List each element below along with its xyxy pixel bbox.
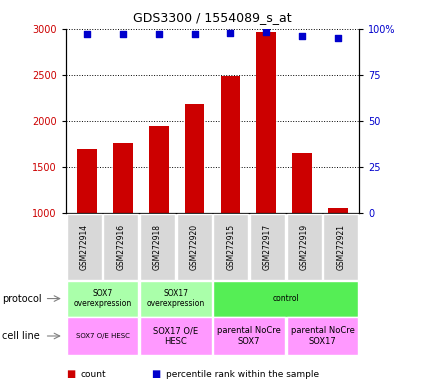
Text: percentile rank within the sample: percentile rank within the sample xyxy=(166,370,319,379)
Text: SOX7 O/E HESC: SOX7 O/E HESC xyxy=(76,333,130,339)
Text: ■: ■ xyxy=(66,369,75,379)
Text: SOX17
overexpression: SOX17 overexpression xyxy=(147,289,205,308)
Text: parental NoCre
SOX17: parental NoCre SOX17 xyxy=(291,326,354,346)
Point xyxy=(263,30,269,36)
Text: GSM272921: GSM272921 xyxy=(336,224,345,270)
Point xyxy=(298,33,305,39)
Bar xyxy=(328,208,348,213)
Text: SOX17 O/E
HESC: SOX17 O/E HESC xyxy=(153,326,198,346)
Text: control: control xyxy=(272,294,299,303)
Bar xyxy=(149,126,169,213)
Point xyxy=(227,30,234,36)
Text: GSM272918: GSM272918 xyxy=(153,224,162,270)
Text: GSM272915: GSM272915 xyxy=(227,223,235,270)
Bar xyxy=(185,104,204,213)
Bar xyxy=(113,143,133,213)
Bar xyxy=(256,33,276,213)
Point xyxy=(191,31,198,37)
Text: cell line: cell line xyxy=(2,331,40,341)
Point xyxy=(84,31,91,37)
Bar xyxy=(221,76,240,213)
Text: GDS3300 / 1554089_s_at: GDS3300 / 1554089_s_at xyxy=(133,12,292,25)
Bar xyxy=(292,153,312,213)
Point xyxy=(334,35,341,41)
Text: GSM272919: GSM272919 xyxy=(300,223,309,270)
Text: ■: ■ xyxy=(151,369,160,379)
Point xyxy=(156,31,162,37)
Text: GSM272916: GSM272916 xyxy=(116,223,125,270)
Point xyxy=(120,31,127,37)
Bar xyxy=(77,149,97,213)
Text: GSM272917: GSM272917 xyxy=(263,223,272,270)
Text: SOX7
overexpression: SOX7 overexpression xyxy=(74,289,132,308)
Text: count: count xyxy=(81,370,106,379)
Text: parental NoCre
SOX7: parental NoCre SOX7 xyxy=(217,326,281,346)
Text: protocol: protocol xyxy=(2,293,42,304)
Text: GSM272914: GSM272914 xyxy=(80,223,89,270)
Text: GSM272920: GSM272920 xyxy=(190,223,198,270)
